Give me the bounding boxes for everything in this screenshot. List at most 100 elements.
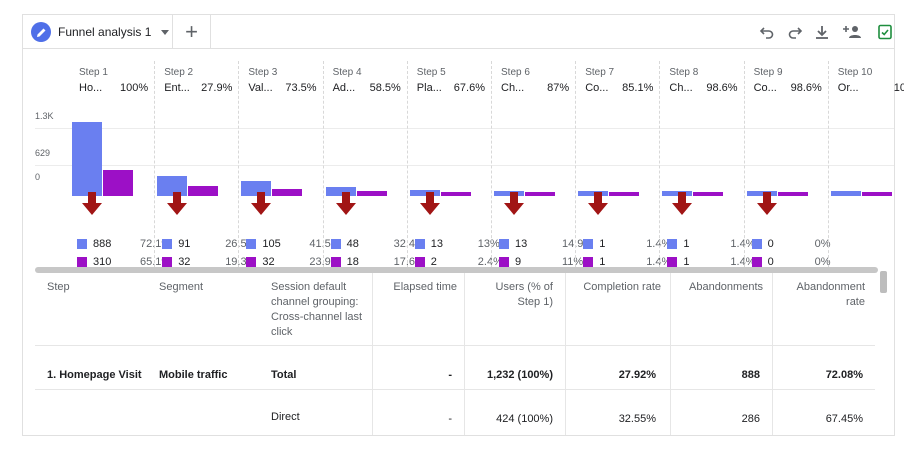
redo-icon[interactable] [785, 22, 805, 42]
step-completion-percent: 58.5% [369, 82, 401, 94]
step-number-label: Step 6 [501, 67, 530, 78]
funnel-step-column[interactable]: Step 10 Or... 10 [827, 61, 904, 268]
check-icon[interactable] [875, 22, 895, 42]
tab-funnel-analysis[interactable]: Funnel analysis 1 [23, 15, 173, 49]
step-completion-percent: 100% [120, 82, 149, 94]
dropoff-count: 888 [93, 238, 112, 250]
funnel-step-column[interactable]: Step 7 Co... 85.1% 1 1.4% 1 1.4% [575, 61, 671, 268]
table-cell-users: 424 (100%) [496, 413, 553, 425]
step-completion-percent: 98.6% [790, 82, 822, 94]
step-name-label: Ch... [501, 82, 525, 94]
segment-primary-values: 13 14.9% [499, 238, 593, 250]
header-segment[interactable]: Segment [159, 281, 204, 293]
segment-swatch [330, 257, 341, 267]
step-name-label: Ent... [164, 82, 190, 94]
dropoff-count: 2 [430, 256, 437, 268]
edit-pencil-icon[interactable] [31, 22, 51, 42]
segment-swatch [162, 257, 173, 267]
table-cell-segment: Mobile traffic [159, 369, 228, 381]
header-divider [35, 345, 875, 346]
add-tab-button[interactable]: + [173, 15, 211, 49]
funnel-step-column[interactable]: Step 4 Ad... 58.5% 48 32.4% 18 17.6% [322, 61, 425, 268]
segment-secondary-bar [861, 192, 892, 196]
header-abandonment-rate[interactable]: Abandonment rate [796, 281, 866, 308]
segment-secondary-bar [272, 188, 303, 196]
header-step[interactable]: Step [47, 281, 70, 293]
dropoff-count: 1 [683, 256, 690, 268]
segment-primary-bar [494, 191, 524, 196]
dropoff-count: 18 [346, 256, 359, 268]
column-divider [372, 273, 373, 435]
table-cell-users: 1,232 (100%) [486, 369, 553, 381]
table-cell-abandonments: 888 [741, 369, 760, 381]
segment-secondary-values: 2 2.4% [414, 256, 503, 268]
table-cell-abandonment-rate: 67.45% [825, 413, 863, 425]
segment-secondary-bar [609, 192, 640, 196]
segment-primary-values: 1 1.4% [583, 238, 671, 250]
segment-primary-values: 91 26.5% [162, 238, 256, 250]
segment-secondary-bar [693, 192, 724, 196]
y-axis-mid-label: 629 [35, 148, 51, 158]
segment-secondary-bar [103, 170, 133, 196]
funnel-step-column[interactable]: Step 9 Co... 98.6% 0 0% 0 0% [743, 61, 831, 268]
segment-swatch [77, 257, 87, 267]
column-divider [565, 273, 566, 435]
header-elapsed-time[interactable]: Elapsed time [393, 281, 457, 293]
segment-primary-values: 105 41.5% [246, 238, 341, 250]
table-cell-elapsed: - [448, 369, 452, 381]
dropoff-percent: 2.4% [477, 256, 503, 268]
segment-primary-bar [72, 122, 102, 196]
step-number-label: Step 3 [248, 67, 278, 78]
vertical-scrollbar[interactable] [880, 271, 887, 293]
table-cell-abandonments: 286 [741, 413, 760, 425]
gridline-max [35, 128, 894, 129]
dropoff-percent: 0% [814, 238, 831, 250]
table-cell-elapsed: - [448, 413, 452, 425]
segment-swatch [583, 257, 594, 267]
table-cell-completion: 27.92% [618, 369, 656, 381]
segment-swatch [667, 239, 678, 249]
funnel-step-column[interactable]: Step 1 Ho... 100% 888 72.1% 310 65.1% [70, 61, 171, 268]
share-icon[interactable] [841, 22, 865, 42]
dropoff-count: 105 [262, 238, 281, 250]
table-cell-step: 1. Homepage Visit [47, 369, 142, 381]
chevron-down-icon[interactable] [161, 29, 170, 35]
segment-secondary-bar [356, 190, 387, 196]
dropoff-percent: 11% [562, 256, 584, 268]
funnel-step-column[interactable]: Step 8 Ch... 98.6% 1 1.4% 1 1.4% [659, 61, 755, 268]
step-number-label: Step 10 [837, 67, 873, 78]
funnel-table: Step Segment Session default channel gro… [35, 273, 875, 435]
y-axis-min-label: 0 [35, 172, 41, 182]
step-completion-percent: 27.9% [201, 82, 233, 94]
step-name-label: Co... [753, 82, 777, 94]
segment-swatch [499, 257, 509, 267]
funnel-step-column[interactable]: Step 3 Val... 73.5% 105 41.5% 32 23.9% [238, 61, 341, 268]
funnel-step-column[interactable]: Step 6 Ch... 87% 13 14.9% 9 11% [491, 61, 593, 268]
segment-secondary-values: 9 11% [499, 256, 583, 268]
header-completion-rate[interactable]: Completion rate [583, 281, 661, 293]
undo-icon[interactable] [757, 22, 777, 42]
dropoff-arrow-icon [82, 192, 102, 216]
step-completion-percent: 98.6% [706, 82, 738, 94]
download-icon[interactable] [812, 22, 832, 42]
segment-swatch [499, 239, 509, 249]
step-number-label: Step 2 [164, 67, 194, 78]
segment-primary-bar [578, 191, 609, 196]
segment-secondary-values: 1 1.4% [667, 256, 755, 268]
dropoff-arrow-icon [251, 192, 272, 216]
dropoff-percent: 1.4% [646, 238, 672, 250]
header-abandonments[interactable]: Abandonments [689, 281, 763, 293]
funnel-step-column[interactable]: Step 5 Pla... 67.6% 13 13% 2 2.4% [406, 61, 503, 268]
dropoff-count: 48 [346, 238, 359, 250]
step-name-label: Ad... [332, 82, 356, 94]
dropoff-count: 32 [262, 256, 275, 268]
dropoff-count: 13 [430, 238, 444, 250]
dropoff-count: 0 [767, 238, 774, 250]
dropoff-arrow-icon [588, 192, 609, 216]
funnel-step-column[interactable]: Step 2 Ent... 27.9% 91 26.5% 32 19.3% [154, 61, 256, 268]
header-channel-grouping[interactable]: Session default channel grouping: Cross-… [271, 281, 363, 338]
segment-primary-bar [157, 176, 188, 196]
horizontal-scrollbar[interactable] [35, 267, 878, 273]
header-users[interactable]: Users (% of Step 1) [495, 281, 553, 308]
segment-swatch [751, 257, 762, 267]
